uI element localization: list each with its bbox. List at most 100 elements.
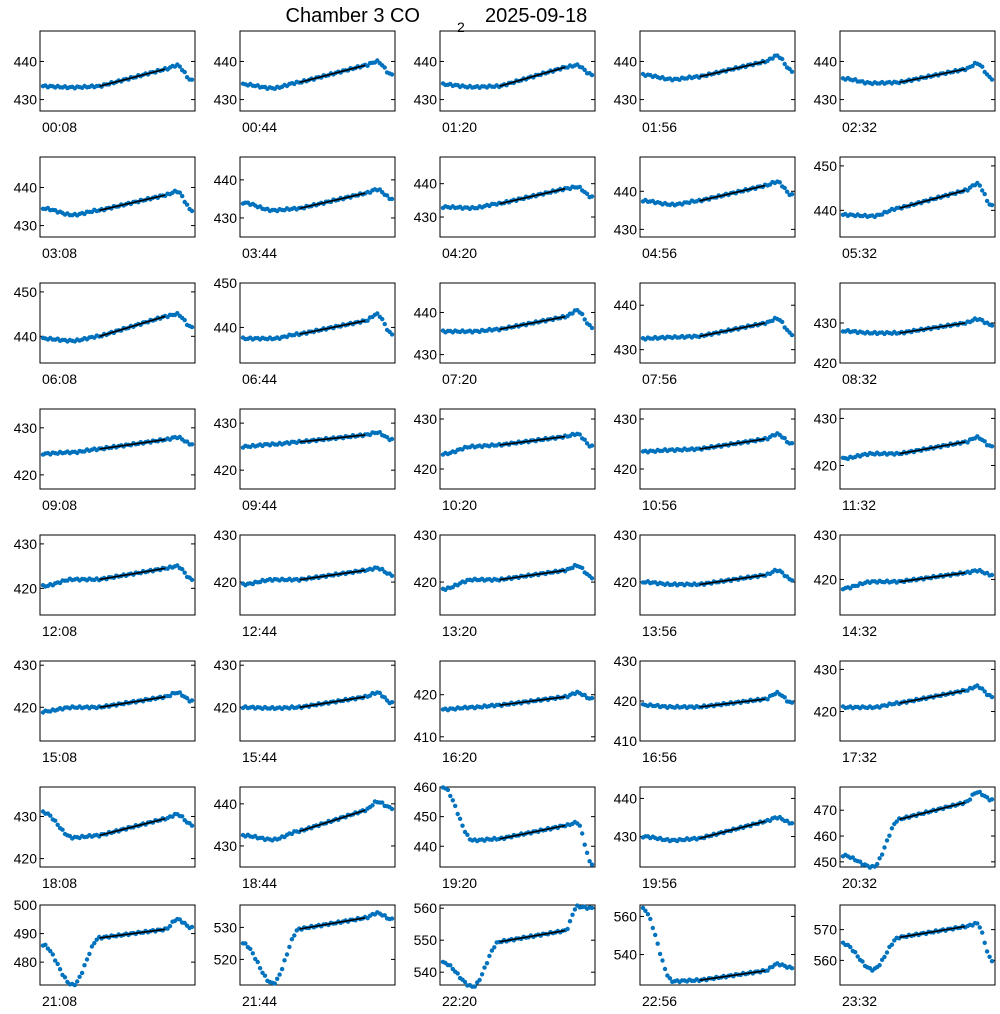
- data-point: [582, 842, 587, 847]
- panel-axes-box: [439, 534, 596, 616]
- data-point: [55, 822, 60, 827]
- panel: 430 440 07:56: [614, 282, 796, 387]
- panel: 540 550 560 22:20: [414, 900, 596, 1009]
- data-point: [784, 189, 790, 194]
- y-tick-label: 440: [414, 304, 438, 320]
- fit-line: [99, 567, 166, 581]
- data-point: [177, 190, 182, 195]
- data-point: [384, 435, 390, 440]
- panel: 440 450 460 19:20: [414, 779, 596, 891]
- panel-axes-box: [239, 408, 396, 490]
- y-tick-label: 440: [214, 53, 238, 69]
- y-tick-label: 430: [614, 92, 638, 108]
- panel: 420 430 12:44: [214, 527, 396, 639]
- data-point: [989, 572, 995, 578]
- y-tick-label: 430: [414, 209, 438, 225]
- data-point: [984, 949, 990, 954]
- y-tick-label: 420: [14, 580, 38, 596]
- y-tick-label: 410: [614, 733, 638, 749]
- data-point: [789, 69, 795, 75]
- data-point: [980, 318, 985, 323]
- y-tick-label: 430: [14, 92, 38, 108]
- y-tick-label: 440: [414, 53, 438, 69]
- fit-line: [899, 441, 966, 455]
- panel-grid: 43044000:0843044000:4443044001:204304400…: [14, 30, 996, 1009]
- fit-line: [699, 438, 766, 450]
- data-point: [570, 912, 575, 917]
- data-point: [287, 944, 292, 950]
- panel: 420 430 10:56: [614, 408, 796, 513]
- panel-axes-box: [39, 156, 196, 238]
- panel-time-label: 07:56: [642, 371, 677, 387]
- data-point: [582, 437, 587, 442]
- data-point: [289, 937, 295, 942]
- panel: 430 440 00:08: [14, 30, 196, 135]
- data-point: [660, 958, 665, 963]
- panel: 430 440 02:32: [814, 30, 996, 135]
- panel-axes-box: [839, 534, 996, 616]
- data-point: [79, 970, 85, 976]
- panel: 420 430 08:32: [814, 282, 996, 387]
- panel-axes-box: [39, 534, 196, 616]
- data-point: [860, 959, 865, 964]
- data-point: [875, 861, 880, 867]
- data-point: [380, 316, 385, 322]
- panel-time-label: 16:20: [442, 749, 477, 765]
- data-point: [92, 941, 97, 946]
- panel: 430 440 04:20: [414, 156, 596, 261]
- data-point: [87, 951, 92, 957]
- data-point: [989, 323, 995, 328]
- panel: 540 560 22:56: [614, 904, 796, 1009]
- fit-line: [99, 194, 166, 212]
- y-tick-label: 430: [214, 838, 238, 854]
- panel-axes-box: [39, 904, 196, 986]
- data-point: [589, 695, 595, 701]
- data-point: [657, 951, 663, 957]
- data-point: [57, 967, 63, 972]
- y-tick-label: 430: [14, 808, 38, 824]
- y-tick-label: 450: [814, 854, 838, 870]
- y-tick-label: 440: [14, 328, 38, 344]
- data-point: [980, 188, 985, 193]
- data-point: [884, 950, 890, 955]
- panel-axes-box: [639, 534, 796, 616]
- y-tick-label: 440: [214, 319, 238, 335]
- fit-line: [699, 698, 766, 708]
- data-point: [982, 689, 987, 694]
- panel-time-label: 11:32: [842, 497, 876, 513]
- data-point: [382, 695, 387, 700]
- panel-axes-box: [39, 282, 196, 364]
- panel-time-label: 02:32: [842, 119, 877, 135]
- data-point: [789, 700, 795, 705]
- data-point: [175, 563, 180, 568]
- data-point: [284, 952, 290, 957]
- panel-time-label: 18:44: [242, 875, 277, 891]
- panel-axes-box: [639, 30, 796, 112]
- fit-line: [699, 820, 766, 840]
- panel: 430 440 03:44: [214, 156, 396, 261]
- fit-line: [499, 569, 566, 581]
- data-point: [780, 56, 785, 62]
- data-point: [570, 311, 575, 316]
- data-point: [584, 850, 590, 855]
- y-tick-label: 420: [14, 467, 38, 483]
- data-point: [260, 970, 265, 975]
- data-point: [445, 787, 451, 793]
- panel-time-label: 15:08: [42, 749, 77, 765]
- data-point: [777, 180, 782, 185]
- panel-axes-box: [39, 408, 196, 490]
- panel-time-label: 03:44: [242, 245, 277, 261]
- fit-line: [899, 572, 966, 583]
- data-point: [389, 916, 395, 921]
- panel-axes-box: [439, 786, 596, 868]
- data-point: [789, 966, 795, 971]
- panel: 410 420 16:20: [414, 660, 596, 765]
- panel-axes-box: [39, 786, 196, 868]
- data-point: [248, 946, 253, 952]
- y-tick-label: 450: [414, 809, 438, 825]
- data-point: [662, 966, 668, 972]
- data-point: [587, 859, 592, 864]
- data-point: [389, 700, 395, 705]
- data-point: [850, 855, 855, 860]
- panel-time-label: 00:44: [242, 119, 277, 135]
